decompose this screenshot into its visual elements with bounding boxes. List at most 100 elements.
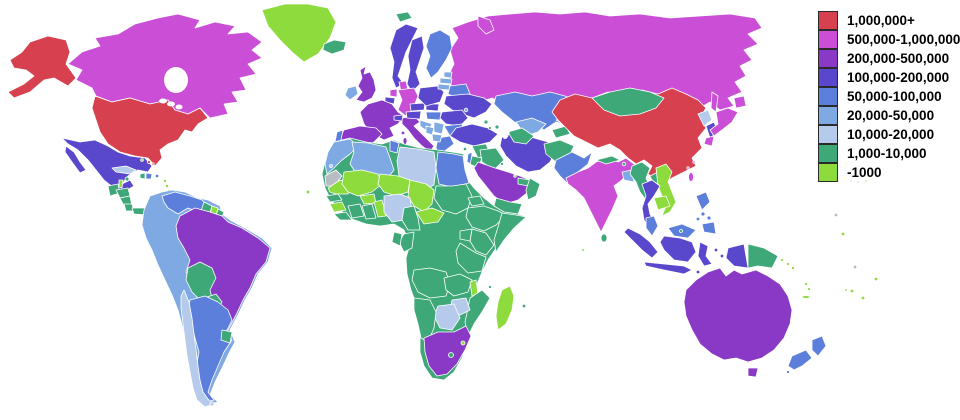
country-florida-keys	[151, 162, 155, 166]
country-mali	[341, 169, 383, 197]
legend-label: 20,000-50,000	[847, 108, 935, 123]
legend-row: 50,000-100,000	[818, 86, 960, 106]
country-uganda	[459, 228, 473, 242]
country-australia	[683, 267, 793, 363]
country-zambia	[443, 273, 473, 297]
country-sweden	[406, 35, 425, 93]
country-tajikistan	[551, 125, 571, 139]
legend-label: 200,000-500,000	[847, 51, 950, 66]
legend-row: 100,000-200,000	[818, 67, 960, 87]
country-vanuatu	[804, 282, 808, 286]
country-mauritius	[521, 303, 527, 309]
pacific-island	[873, 276, 879, 282]
country-central-african-republic	[415, 207, 445, 225]
legend-label: 100,000-200,000	[847, 70, 950, 85]
country-greenland	[261, 3, 337, 63]
country-saudi-arabia	[473, 161, 531, 205]
legend-row: 20,000-50,000	[818, 105, 960, 125]
country-eritrea	[467, 195, 485, 207]
country-sierra-leone-liberia	[333, 211, 353, 221]
country-estonia	[443, 71, 453, 79]
country-vanuatu	[807, 287, 811, 291]
country-netherlands	[389, 88, 398, 98]
country-ireland	[344, 85, 359, 101]
legend-label: 50,000-100,000	[847, 89, 942, 104]
legend-row: 10,000-20,000	[818, 124, 960, 144]
country-papua-new-guinea	[747, 243, 779, 269]
legend-label: 1,000,000+	[847, 13, 915, 28]
country-senegal	[325, 193, 343, 203]
country-latvia	[439, 77, 453, 85]
country-puerto-rico	[154, 173, 160, 179]
country-ivory-coast	[347, 203, 365, 219]
legend-row: 1,000,000+	[818, 10, 960, 30]
country-bhutan	[621, 161, 627, 167]
legend-label: 10,000-20,000	[847, 127, 935, 142]
country-maldives	[581, 248, 585, 252]
country-java	[643, 261, 693, 275]
country-novaya-zemlya	[477, 15, 495, 35]
micronesia-island	[856, 180, 860, 184]
country-sri-lanka	[600, 233, 608, 243]
country-haiti	[139, 172, 146, 180]
country-kalimantan	[659, 235, 697, 263]
country-cambodia	[653, 195, 671, 211]
country-japan-kyushu	[703, 135, 715, 147]
country-taiwan	[688, 172, 694, 182]
country-corsica	[400, 130, 406, 136]
country-new-zealand-south	[787, 349, 813, 371]
legend-swatch	[818, 29, 838, 49]
country-moldova	[463, 107, 469, 113]
country-ghana	[361, 203, 377, 220]
great-lake-1	[159, 98, 167, 104]
country-uk	[355, 65, 377, 103]
country-vietnam	[655, 163, 677, 217]
country-bolivia	[185, 261, 217, 301]
country-okinawa	[692, 160, 696, 164]
country-bosnia	[425, 125, 435, 136]
country-austria	[405, 110, 422, 120]
caspian-sea	[500, 115, 510, 139]
country-cape-verde	[305, 189, 311, 195]
country-tanzania	[455, 242, 487, 274]
country-sumatra	[623, 227, 659, 259]
country-solomon-islands	[786, 262, 790, 266]
country-swaziland	[460, 340, 466, 346]
legend-swatch	[818, 67, 838, 87]
country-ukraine	[443, 93, 493, 119]
country-georgia	[483, 119, 489, 125]
country-baja-california	[64, 145, 87, 174]
country-cameroon	[401, 205, 421, 231]
legend-swatch	[818, 105, 838, 125]
legend-swatch	[818, 48, 838, 68]
country-japan-honshu	[709, 107, 739, 137]
country-egypt	[435, 151, 470, 188]
country-norway	[389, 23, 419, 89]
country-brunei	[679, 229, 683, 233]
country-stewart-island	[786, 370, 790, 374]
country-japan-hokkaido	[733, 95, 747, 109]
country-togo-benin	[373, 199, 387, 218]
country-uruguay	[220, 329, 233, 344]
country-south-africa	[423, 325, 472, 377]
country-yemen	[493, 197, 523, 215]
country-albania-macedonia	[431, 133, 443, 143]
country-turkmenistan	[507, 127, 535, 145]
country-comoros	[488, 285, 492, 289]
country-alaska	[7, 35, 77, 99]
pacific-island	[833, 212, 839, 218]
country-dominican-republic	[145, 172, 153, 180]
country-west-papua	[725, 243, 749, 269]
country-svalbard	[395, 11, 413, 23]
country-lesser-sunda	[695, 269, 701, 275]
country-switzerland	[393, 114, 404, 122]
country-tunisia	[389, 139, 400, 154]
country-ethiopia	[465, 205, 507, 232]
country-gabon	[391, 231, 403, 247]
map-legend: 1,000,000+ 500,000-1,000,000 200,000-500…	[818, 10, 960, 182]
country-solomon-islands	[791, 266, 795, 270]
country-niger	[377, 173, 411, 197]
legend-swatch	[818, 162, 838, 182]
country-philippines-visayas	[706, 215, 712, 221]
country-mongolia	[591, 87, 665, 117]
